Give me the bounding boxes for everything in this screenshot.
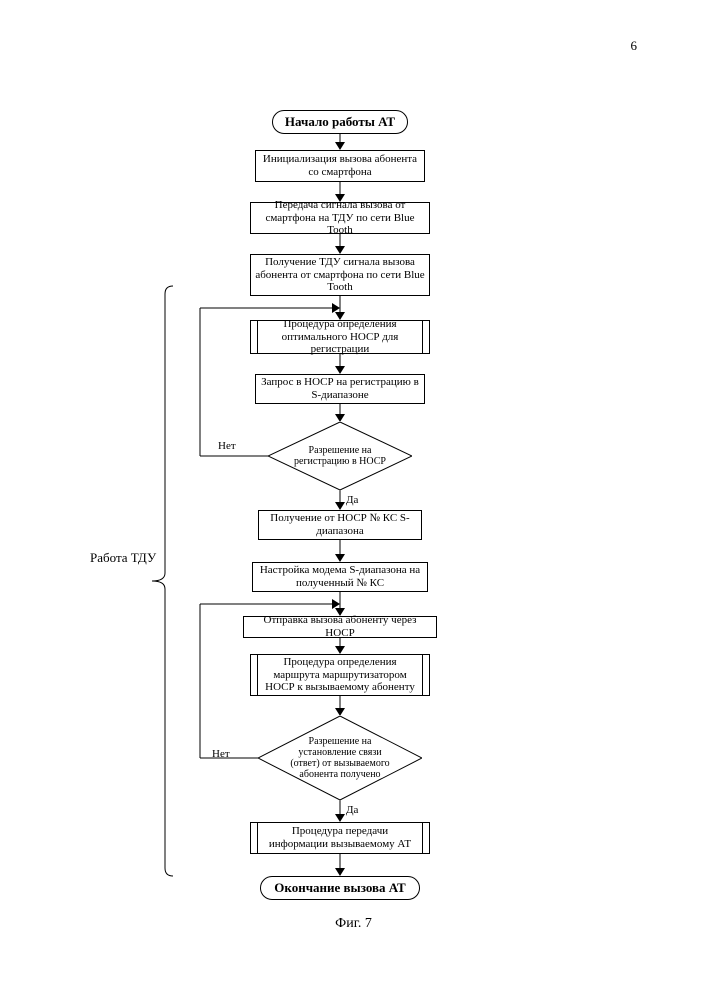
- label-no: Нет: [212, 748, 230, 760]
- flow-terminator-n_end: Окончание вызова АТ: [260, 876, 420, 900]
- flow-decision-d_ans: Разрешение на установление связи (ответ)…: [258, 716, 422, 800]
- flow-proc-n_recv: Получение ТДУ сигнала вызова абонента от…: [250, 254, 430, 296]
- label-yes: Да: [346, 494, 358, 506]
- flow-proc-n_req: Запрос в НОСР на регистрацию в S-диапазо…: [255, 374, 425, 404]
- flow-proc-n_call: Отправка вызова абоненту через НОСР: [243, 616, 437, 638]
- flow-proc-n_init: Инициализация вызова абонента со смартфо…: [255, 150, 425, 182]
- flow-proc-n_getkc: Получение от НОСР № КС S-диапазона: [258, 510, 422, 540]
- bracket-label: Работа ТДУ: [90, 550, 156, 566]
- flow-subproc-n_route: Процедура определения маршрута маршрутиз…: [250, 654, 430, 696]
- flow-subproc-n_optproc: Процедура определения оптимального НОСР …: [250, 320, 430, 354]
- label-no: Нет: [218, 440, 236, 452]
- flow-proc-n_tune: Настройка модема S-диапазона на полученн…: [252, 562, 428, 592]
- flow-decision-d_reg: Разрешение на регистрацию в НОСР: [268, 422, 412, 490]
- page-number: 6: [631, 38, 638, 54]
- flow-subproc-n_tx: Процедура передачи информации вызываемом…: [250, 822, 430, 854]
- flow-proc-n_send: Передача сигнала вызова от смартфона на …: [250, 202, 430, 234]
- figure-caption: Фиг. 7: [0, 916, 707, 932]
- flow-terminator-n_start: Начало работы АТ: [272, 110, 408, 134]
- label-yes: Да: [346, 804, 358, 816]
